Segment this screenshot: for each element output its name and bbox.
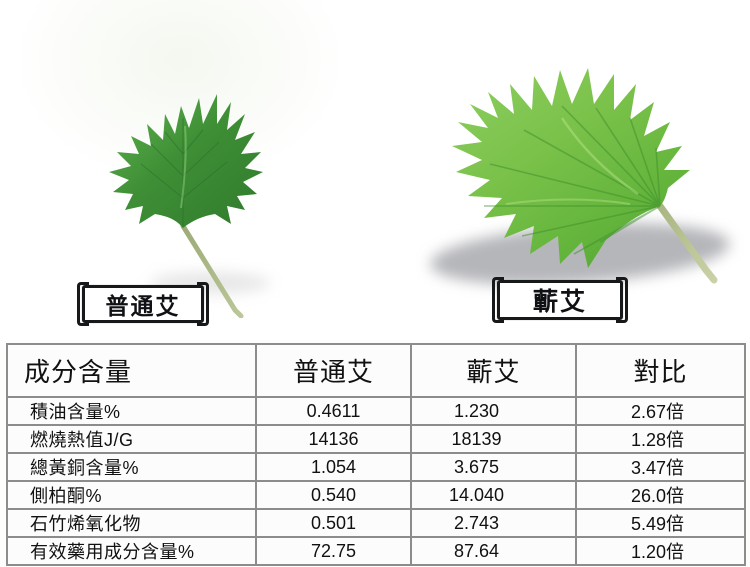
table-row: 有效藥用成分含量% 72.75 87.64 1.20倍 — [6, 536, 746, 566]
mugwort-leaf-small-icon — [55, 48, 315, 319]
mugwort-leaf-large-icon — [338, 18, 738, 318]
cell-putong: 0.501 — [255, 508, 412, 538]
cell-qiai: 14.040 — [410, 480, 577, 510]
cell-putong: 0.540 — [255, 480, 412, 510]
row-label: 有效藥用成分含量% — [6, 536, 257, 566]
cell-qiai: 1.230 — [410, 396, 577, 426]
table-header: 成分含量 普通艾 蘄艾 對比 — [6, 343, 746, 398]
column-header-component: 成分含量 — [6, 343, 257, 398]
cell-putong: 14136 — [255, 424, 412, 454]
row-label: 石竹烯氧化物 — [6, 508, 257, 538]
table-row: 積油含量% 0.4611 1.230 2.67倍 — [6, 396, 746, 426]
column-header-ratio: 對比 — [575, 343, 746, 398]
cell-ratio: 1.28倍 — [575, 424, 746, 454]
label-qi-ai: 蘄艾 — [492, 277, 628, 323]
leaf-photo-area: 普通艾 蘄艾 — [0, 0, 750, 340]
cell-ratio: 5.49倍 — [575, 508, 746, 538]
column-header-putong-ai: 普通艾 — [255, 343, 412, 398]
cell-ratio: 1.20倍 — [575, 536, 746, 566]
cell-qiai: 18139 — [410, 424, 577, 454]
comparison-table: 成分含量 普通艾 蘄艾 對比 積油含量% 0.4611 1.230 2.67倍 … — [6, 343, 746, 566]
cell-qiai: 2.743 — [410, 508, 577, 538]
column-header-qi-ai: 蘄艾 — [410, 343, 577, 398]
label-putong-ai: 普通艾 — [77, 282, 209, 326]
row-label: 積油含量% — [6, 396, 257, 426]
cell-ratio: 2.67倍 — [575, 396, 746, 426]
cell-putong: 0.4611 — [255, 396, 412, 426]
cell-qiai: 3.675 — [410, 452, 577, 482]
label-putong-ai-text: 普通艾 — [105, 293, 181, 319]
cell-putong: 1.054 — [255, 452, 412, 482]
comparison-table-wrap: 成分含量 普通艾 蘄艾 對比 積油含量% 0.4611 1.230 2.67倍 … — [6, 343, 746, 566]
cell-ratio: 3.47倍 — [575, 452, 746, 482]
cell-putong: 72.75 — [255, 536, 412, 566]
table-body: 積油含量% 0.4611 1.230 2.67倍 燃燒熱值J/G 14136 1… — [6, 396, 746, 566]
cell-qiai: 87.64 — [410, 536, 577, 566]
table-row: 燃燒熱值J/G 14136 18139 1.28倍 — [6, 424, 746, 454]
cell-ratio: 26.0倍 — [575, 480, 746, 510]
row-label: 燃燒熱值J/G — [6, 424, 257, 454]
row-label: 總黃銅含量% — [6, 452, 257, 482]
table-row: 側柏酮% 0.540 14.040 26.0倍 — [6, 480, 746, 510]
table-header-row: 成分含量 普通艾 蘄艾 對比 — [6, 343, 746, 398]
table-row: 總黃銅含量% 1.054 3.675 3.47倍 — [6, 452, 746, 482]
label-qi-ai-text: 蘄艾 — [532, 288, 587, 316]
row-label: 側柏酮% — [6, 480, 257, 510]
table-row: 石竹烯氧化物 0.501 2.743 5.49倍 — [6, 508, 746, 538]
